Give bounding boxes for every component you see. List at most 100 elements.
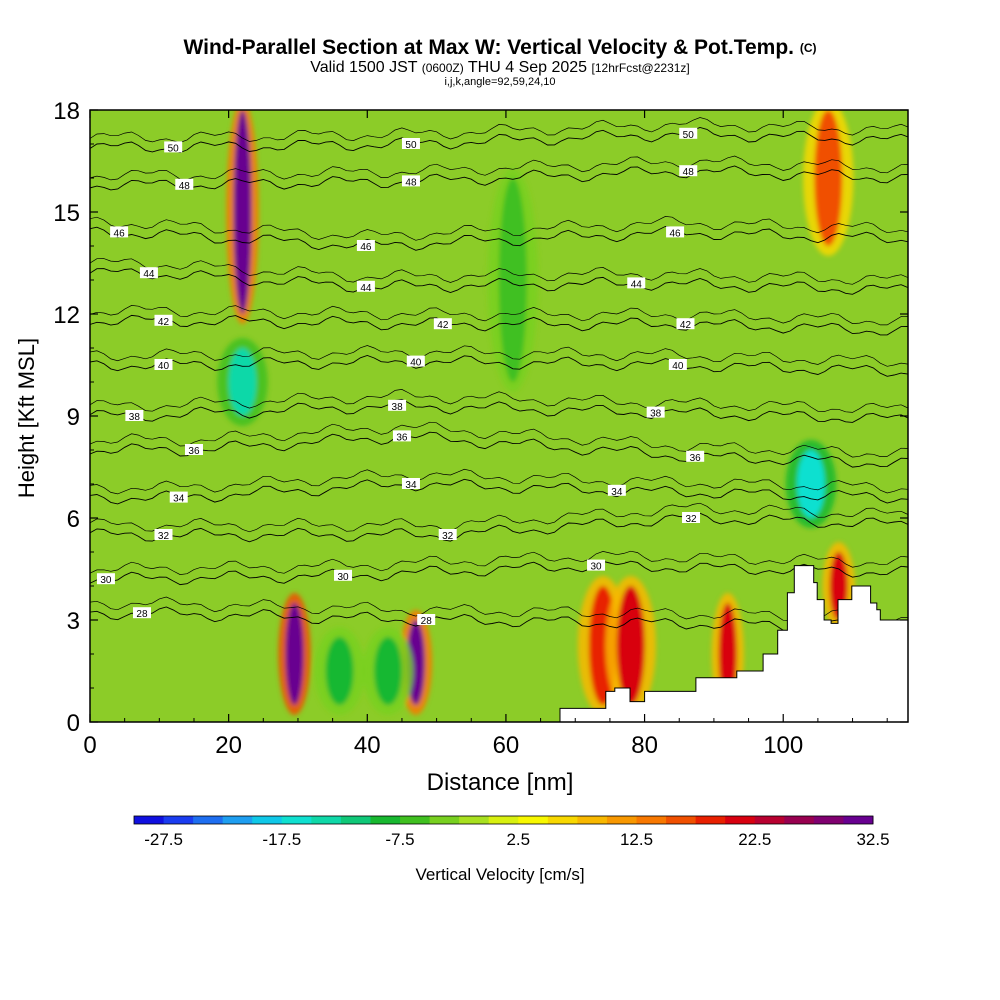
colorbar-swatch xyxy=(725,816,756,824)
title-block: Wind-Parallel Section at Max W: Vertical… xyxy=(0,36,1000,88)
isentrope-46 xyxy=(90,225,908,251)
forecast-info: [12hrFcst@2231z] xyxy=(591,61,690,75)
colorbar-swatch xyxy=(695,816,726,824)
isentrope-label-bg xyxy=(406,355,425,367)
colorbar-frame xyxy=(133,815,874,825)
isentrope-label: 34 xyxy=(169,491,188,505)
isentrope-label: 30 xyxy=(587,559,606,573)
isentrope-label-text: 36 xyxy=(690,453,702,464)
isentrope-label: 38 xyxy=(646,406,665,420)
isentrope-minor xyxy=(90,216,908,241)
colorbar-swatch xyxy=(754,816,785,824)
isentrope-44 xyxy=(90,268,908,295)
isentrope-label-text: 28 xyxy=(136,609,148,620)
isentrope-label-text: 50 xyxy=(405,140,417,151)
y-tick-label: 6 xyxy=(67,506,80,533)
isentrope-label-bg xyxy=(438,529,457,540)
isentrope-minor xyxy=(90,389,908,413)
isentrope-label-text: 38 xyxy=(392,402,404,413)
isentrope-label: 40 xyxy=(406,355,425,369)
isentrope-label-text: 42 xyxy=(680,320,692,331)
x-tick-label: 0 xyxy=(83,732,96,759)
isentrope-label-text: 30 xyxy=(337,572,349,583)
valid-date: THU 4 Sep 2025 xyxy=(467,59,588,76)
colorbar-swatch xyxy=(577,816,608,824)
isentrope-minor xyxy=(90,421,908,458)
isentrope-minor xyxy=(90,345,908,367)
isentrope-label: 44 xyxy=(139,267,158,280)
isentrope-label: 28 xyxy=(132,607,151,620)
chart-title-text: Wind-Parallel Section at Max W: Vertical… xyxy=(183,36,794,59)
isentrope-label-bg xyxy=(164,141,183,153)
isentrope-label: 32 xyxy=(682,512,701,525)
isentrope-label-bg xyxy=(175,178,194,190)
isentrope-label: 48 xyxy=(679,165,698,178)
isentrope-label-text: 48 xyxy=(179,181,191,192)
isentrope-label-bg xyxy=(169,491,188,503)
grid-indices: i,j,k,angle=92,59,24,10 xyxy=(444,76,556,88)
velocity-field xyxy=(217,110,855,715)
copyright-mark: (C) xyxy=(799,41,817,55)
isentrope-label: 30 xyxy=(96,573,115,586)
updraft-core xyxy=(814,110,843,246)
valid-time-line: Valid 1500 JST (0600Z) THU 4 Sep 2025 [1… xyxy=(0,60,1000,76)
isentrope-label-text: 44 xyxy=(360,283,372,294)
isentrope-label-text: 34 xyxy=(173,494,185,505)
isentrope-label: 34 xyxy=(607,484,626,498)
isentrope-36 xyxy=(90,431,908,468)
isentrope-label-bg xyxy=(607,484,626,496)
isentrope-label-text: 36 xyxy=(396,432,408,443)
isentrope-label-text: 38 xyxy=(129,412,141,423)
isentrope-28 xyxy=(90,606,908,634)
isentrope-label-text: 34 xyxy=(405,480,417,491)
isentrope-label: 30 xyxy=(334,569,353,583)
y-tick-label: 15 xyxy=(53,200,80,227)
valid-utc: (0600Z) xyxy=(421,61,464,75)
isentrope-label-bg xyxy=(388,399,407,411)
colorbar-label: Vertical Velocity [cm/s] xyxy=(415,865,584,884)
isentrope-label-bg xyxy=(125,410,144,421)
isentrope-label-text: 44 xyxy=(143,269,155,280)
isentrope-label-text: 46 xyxy=(670,228,682,239)
isentrope-labels: 28 28 30 30 30 32 32 32 34 34 34 36 36 36 38 38 38 40 40 40… xyxy=(96,127,705,627)
isentrope-label-text: 32 xyxy=(685,514,697,525)
colorbar-swatch xyxy=(843,816,874,824)
isentrope-minor xyxy=(90,596,908,624)
colorbar-swatch xyxy=(459,816,490,824)
isentrope-label: 32 xyxy=(438,529,457,542)
isentrope-label-text: 48 xyxy=(683,167,695,178)
isentrope-label-bg xyxy=(646,406,665,418)
colorbar-tick-label: 22.5 xyxy=(738,830,771,849)
colorbar-swatch xyxy=(606,816,638,824)
updraft-core xyxy=(233,110,252,314)
colorbar-swatch xyxy=(636,816,667,824)
isentrope-label: 46 xyxy=(110,226,129,239)
isentrope-30 xyxy=(90,560,908,586)
isentrope-42 xyxy=(90,314,908,336)
chart-title: Wind-Parallel Section at Max W: Vertical… xyxy=(0,36,1000,60)
isentrope-label: 38 xyxy=(125,410,144,423)
isentrope-label-bg xyxy=(668,359,687,370)
isentrope-label-bg xyxy=(154,359,173,370)
isentrope-label-text: 40 xyxy=(672,361,684,372)
isentrope-label-bg xyxy=(686,450,705,462)
isentrope-label-text: 46 xyxy=(360,242,372,253)
colorbar-swatch xyxy=(666,816,697,824)
isentrope-label-text: 42 xyxy=(437,320,449,331)
isentrope-label: 36 xyxy=(686,450,705,464)
isentrope-label-bg xyxy=(587,559,606,571)
isentrope-label-text: 50 xyxy=(168,143,180,154)
colorbar-swatch xyxy=(222,816,253,824)
isentrope-label-bg xyxy=(356,280,375,292)
isentrope-label-bg xyxy=(110,226,129,238)
colorbar-tick-label: 12.5 xyxy=(620,830,653,849)
colorbar-swatch xyxy=(429,816,460,824)
isentrope-minor xyxy=(90,155,908,181)
isentrope-label-text: 42 xyxy=(158,317,170,328)
isentrope-label-bg xyxy=(676,318,695,330)
colorbar-swatch xyxy=(281,816,312,824)
colorbar-swatch xyxy=(193,816,224,824)
isentrope-label: 48 xyxy=(175,178,194,192)
